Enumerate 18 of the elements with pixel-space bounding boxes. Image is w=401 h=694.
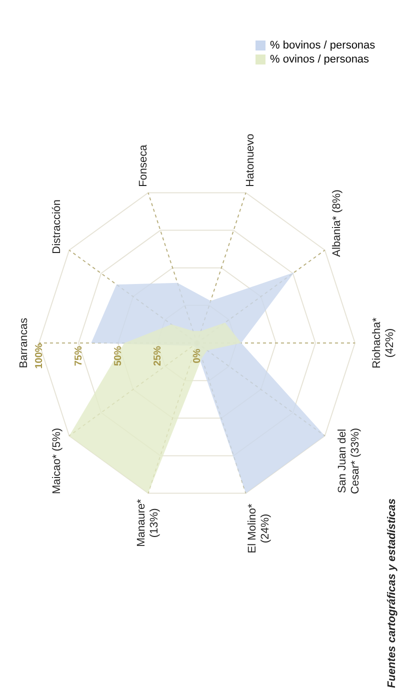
- spoke-label: El Molino* (24%): [246, 502, 272, 554]
- spoke-label: Barrancas: [18, 317, 30, 368]
- y-tick-label: 50%: [113, 346, 124, 366]
- spoke-label: Albania* (8%): [330, 190, 343, 257]
- spoke-label: San Juan del Cesar* (33%): [336, 428, 362, 494]
- legend-label: % ovinos / personas: [270, 54, 370, 66]
- y-tick-label: 100%: [34, 343, 45, 369]
- spoke-label: Maicao* (5%): [51, 428, 64, 494]
- spoke-label: Fonseca: [138, 144, 150, 187]
- source-note: Fuentes cartográficas y estadísticas: [386, 498, 398, 688]
- y-tick-label: 75%: [74, 346, 84, 366]
- spoke-label: Hatonuevo: [244, 134, 256, 187]
- y-tick-label: 25%: [152, 346, 164, 366]
- spoke-label: Riohacha* (42%): [371, 316, 396, 368]
- y-tick-label: 0%: [192, 348, 203, 364]
- spoke-label: Distracción: [51, 199, 64, 254]
- legend-label: % bovinos / personas: [270, 40, 376, 52]
- spoke-label: Manaure* (13%): [135, 498, 160, 547]
